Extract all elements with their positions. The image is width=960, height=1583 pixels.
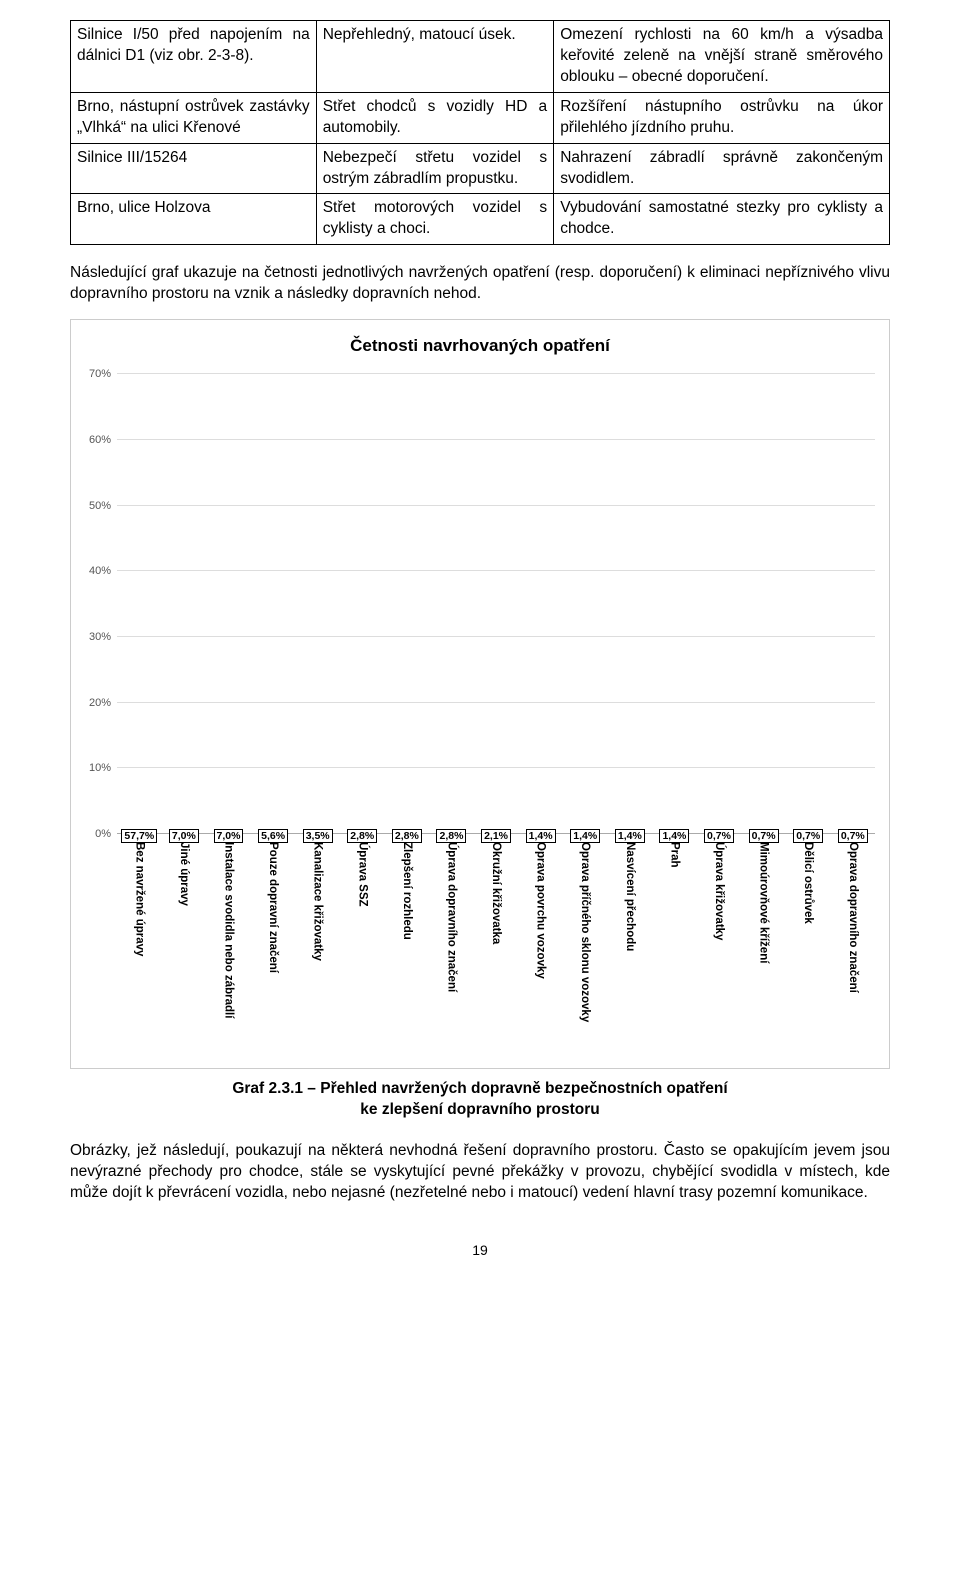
bar-value-label: 0,7% [749,829,779,844]
bars-group: 57,7%Bez navržené úpravy7,0%Jiné úpravy7… [117,374,875,834]
gridline [117,373,875,374]
bar-category-label: Nasvícení přechodu [624,842,636,951]
table-cell: Vybudování samostatné stezky pro cyklist… [554,194,890,245]
table-row: Brno, ulice HolzovaStřet motorových vozi… [71,194,890,245]
bar-category-label: Zlepšení rozhledu [401,842,413,940]
bar-category-label: Pouze dopravní značení [267,842,279,973]
bar-category-label: Bez navržené úpravy [133,842,145,956]
bar-value-label: 3,5% [303,829,333,844]
y-tick-label: 0% [77,828,111,840]
bar-value-label: 2,1% [481,829,511,844]
outro-paragraph: Obrázky, jež následují, poukazují na něk… [70,1141,890,1204]
y-tick-label: 60% [77,434,111,446]
table-cell: Střet chodců s vozidly HD a automobily. [316,92,554,143]
table-cell: Nepřehledný, matoucí úsek. [316,21,554,93]
bar-value-label: 1,4% [570,829,600,844]
y-tick-label: 10% [77,762,111,774]
bar-value-label: 2,8% [392,829,422,844]
bar-value-label: 0,7% [704,829,734,844]
intro-paragraph: Následující graf ukazuje na četnosti jed… [70,263,890,305]
y-tick-label: 20% [77,697,111,709]
chart-caption: Graf 2.3.1 – Přehled navržených dopravně… [70,1079,890,1121]
bar-category-label: Oprava povrchu vozovky [535,842,547,979]
bar-category-label: Prah [668,842,680,868]
table-cell: Silnice III/15264 [71,143,317,194]
bar-value-label: 7,0% [214,829,244,844]
bar-category-label: Úprava SSZ [356,842,368,907]
bar-value-label: 1,4% [659,829,689,844]
bar-category-label: Dělicí ostrůvek [802,842,814,924]
bar-category-label: Úprava křižovatky [713,842,725,940]
y-tick-label: 40% [77,565,111,577]
gridline [117,505,875,506]
table-row: Silnice I/50 před napojením na dálnici D… [71,21,890,93]
chart-plot-area: 57,7%Bez navržené úpravy7,0%Jiné úpravy7… [117,374,875,834]
gridline [117,767,875,768]
page-number: 19 [70,1242,890,1258]
bar-category-label: Kanalizace křižovatky [312,842,324,961]
bar-value-label: 0,7% [838,829,868,844]
bar-value-label: 0,7% [793,829,823,844]
bar-value-label: 5,6% [258,829,288,844]
y-tick-label: 50% [77,500,111,512]
table-cell: Brno, nástupní ostrůvek zastávky „Vlhká“… [71,92,317,143]
bar-value-label: 1,4% [615,829,645,844]
table-cell: Silnice I/50 před napojením na dálnici D… [71,21,317,93]
caption-line-1: Graf 2.3.1 – Přehled navržených dopravně… [232,1080,727,1097]
table-cell: Omezení rychlosti na 60 km/h a výsadba k… [554,21,890,93]
bar-value-label: 7,0% [169,829,199,844]
bar-value-label: 57,7% [121,829,157,844]
caption-line-2: ke zlepšení dopravního prostoru [360,1101,599,1118]
bar-category-label: Úprava dopravního značení [445,842,457,992]
gridline [117,439,875,440]
table-cell: Nebezpečí střetu vozidel s ostrým zábrad… [316,143,554,194]
chart-container: Četnosti navrhovaných opatření 57,7%Bez … [70,319,890,1069]
gridline [117,570,875,571]
locations-table: Silnice I/50 před napojením na dálnici D… [70,20,890,245]
y-tick-label: 70% [77,368,111,380]
gridline [117,636,875,637]
bar-category-label: Okružní křižovatka [490,842,502,944]
gridline [117,702,875,703]
chart-title: Četnosti navrhovaných opatření [81,336,879,356]
bar-value-label: 2,8% [436,829,466,844]
bar-category-label: Instalace svodidla nebo zábradlí [222,842,234,1018]
bar-value-label: 2,8% [347,829,377,844]
bar-category-label: Oprava příčného sklonu vozovky [579,842,591,1022]
y-tick-label: 30% [77,631,111,643]
table-row: Brno, nástupní ostrůvek zastávky „Vlhká“… [71,92,890,143]
bar-category-label: Oprava dopravního značení [847,842,859,993]
bar-value-label: 1,4% [526,829,556,844]
bar-category-label: Jiné úpravy [178,842,190,906]
table-cell: Střet motorových vozidel s cyklisty a ch… [316,194,554,245]
table-cell: Rozšíření nástupního ostrůvku na úkor př… [554,92,890,143]
table-cell: Nahrazení zábradlí správně zakončeným sv… [554,143,890,194]
bar-category-label: Mimoúrovňové křížení [758,842,770,963]
table-cell: Brno, ulice Holzova [71,194,317,245]
table-row: Silnice III/15264Nebezpečí střetu vozide… [71,143,890,194]
